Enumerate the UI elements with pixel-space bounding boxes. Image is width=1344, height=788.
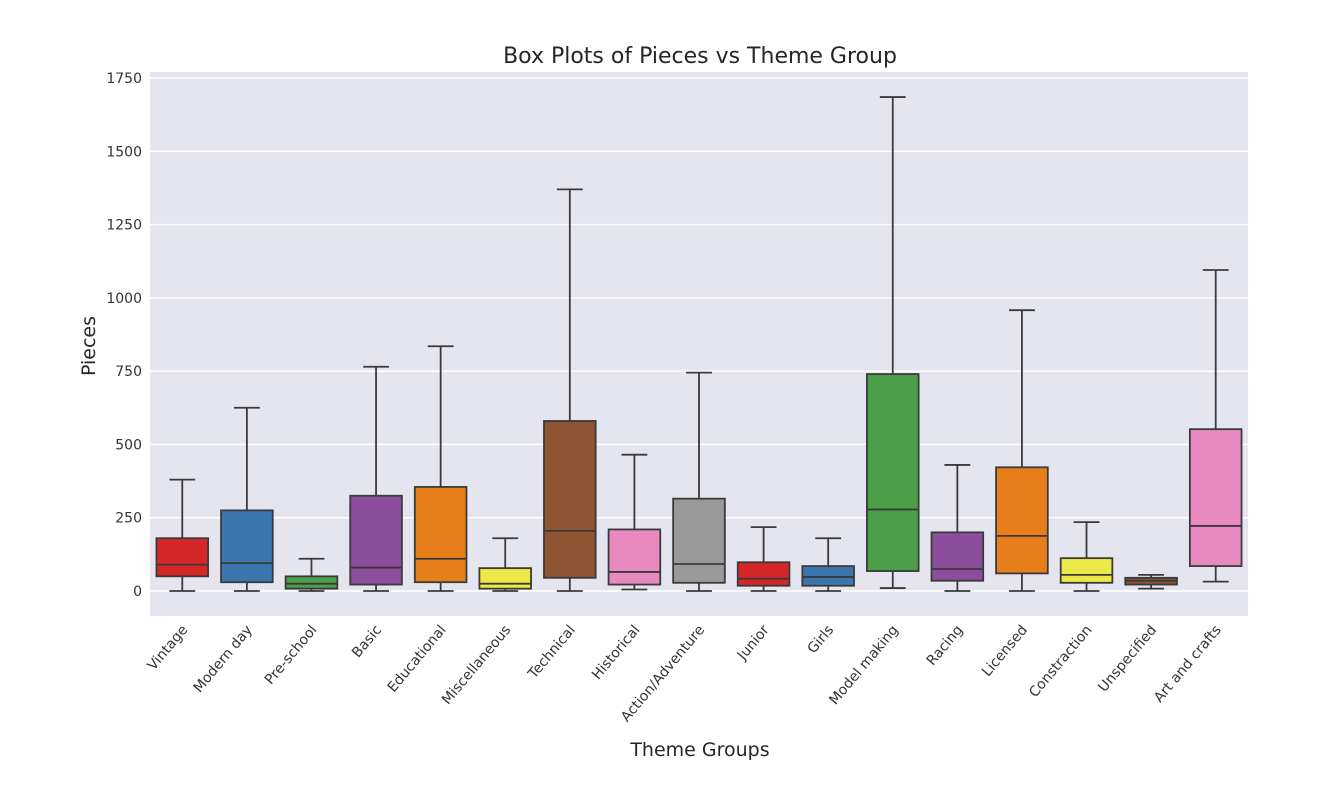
box-unspecified bbox=[1124, 573, 1178, 590]
x-tick-label: Technical bbox=[525, 622, 579, 682]
iqr-box bbox=[349, 494, 403, 586]
iqr-box bbox=[284, 575, 339, 590]
x-tick-label: Art and crafts bbox=[1151, 622, 1225, 705]
iqr-box bbox=[478, 567, 532, 590]
x-tick-label: Unspecified bbox=[1095, 622, 1160, 695]
y-tick-label: 1000 bbox=[106, 291, 142, 307]
x-tick-label: Model making bbox=[826, 622, 902, 708]
chart-title: Box Plots of Pieces vs Theme Group bbox=[503, 44, 897, 69]
box-educational bbox=[413, 345, 468, 592]
x-tick-label: Junior bbox=[734, 622, 773, 664]
box-racing bbox=[930, 464, 985, 592]
iqr-box bbox=[736, 561, 791, 587]
x-axis-title: Theme Groups bbox=[629, 739, 769, 761]
box-model-making bbox=[866, 96, 920, 589]
iqr-box bbox=[413, 486, 468, 584]
iqr-box bbox=[155, 537, 210, 578]
box-historical bbox=[607, 453, 662, 591]
box-constraction bbox=[1059, 521, 1114, 592]
x-tick-label: Educational bbox=[385, 622, 450, 695]
iqr-box bbox=[930, 531, 985, 582]
iqr-box bbox=[543, 420, 597, 579]
box-series bbox=[155, 96, 1243, 592]
x-tick-label: Pre-school bbox=[262, 622, 321, 688]
y-tick-label: 1250 bbox=[106, 218, 142, 234]
box-action-adventure bbox=[672, 371, 726, 592]
iqr-box bbox=[672, 497, 726, 584]
iqr-box bbox=[220, 509, 274, 584]
iqr-box bbox=[801, 565, 855, 587]
y-tick-label: 750 bbox=[115, 364, 142, 380]
y-tick-label: 500 bbox=[115, 437, 142, 453]
iqr-box bbox=[1188, 428, 1243, 567]
box-pre-school bbox=[284, 557, 339, 592]
box-vintage bbox=[155, 478, 210, 592]
iqr-box bbox=[1059, 557, 1114, 584]
y-tick-label: 0 bbox=[133, 584, 142, 600]
box-modern-day bbox=[220, 406, 274, 592]
iqr-box bbox=[607, 528, 662, 586]
x-tick-label: Constraction bbox=[1026, 622, 1095, 700]
box-technical bbox=[543, 188, 597, 592]
x-tick-label: Historical bbox=[589, 622, 643, 683]
box-junior bbox=[736, 526, 791, 592]
y-tick-label: 1750 bbox=[106, 71, 142, 87]
y-tick-label: 1500 bbox=[106, 144, 142, 160]
iqr-box bbox=[995, 466, 1049, 575]
y-axis-title: Pieces bbox=[78, 316, 100, 376]
x-tick-label: Modern day bbox=[191, 622, 256, 696]
y-axis-ticks: 0 250 500 750 1000 1250 1500 1750 bbox=[106, 71, 142, 600]
x-tick-label: Girls bbox=[805, 622, 838, 657]
x-tick-label: Miscellaneous bbox=[439, 622, 514, 707]
iqr-box bbox=[866, 373, 920, 572]
x-tick-label: Vintage bbox=[145, 622, 192, 673]
x-axis-ticks: Vintage Modern day Pre-school Basic Educatio… bbox=[145, 622, 1225, 725]
x-tick-label: Basic bbox=[349, 622, 385, 661]
y-tick-label: 250 bbox=[115, 511, 142, 527]
x-tick-label: Racing bbox=[924, 622, 967, 669]
box-art-and-crafts bbox=[1188, 269, 1243, 583]
box-girls bbox=[801, 537, 855, 592]
x-tick-label: Licensed bbox=[979, 622, 1031, 680]
box-miscellaneous bbox=[478, 537, 532, 592]
box-basic bbox=[349, 365, 403, 592]
box-licensed bbox=[995, 309, 1049, 592]
